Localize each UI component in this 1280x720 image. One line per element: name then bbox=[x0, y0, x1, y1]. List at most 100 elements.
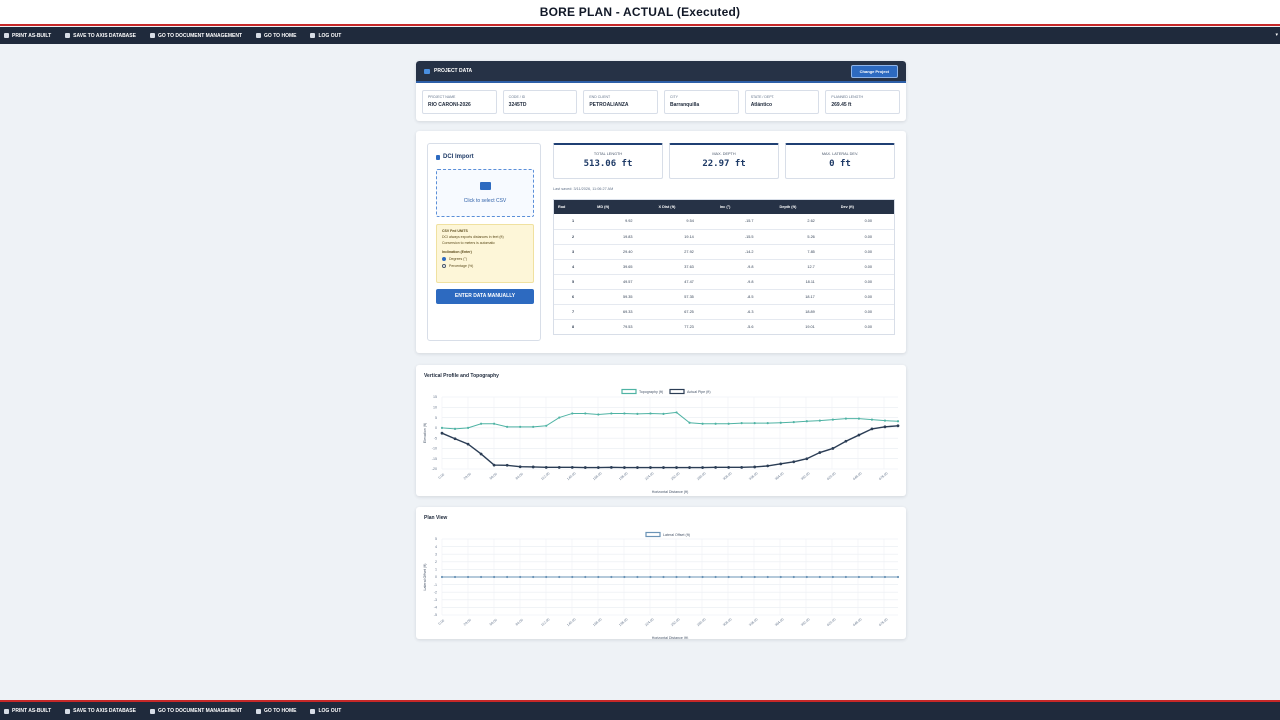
data-point bbox=[518, 465, 522, 469]
y-tick-label: -10 bbox=[432, 447, 437, 451]
print-as-built-button[interactable]: PRINT AS-BUILT bbox=[4, 708, 51, 714]
nav-caret-icon[interactable]: ▾ bbox=[1275, 32, 1278, 38]
x-tick-label: 0.00 bbox=[438, 473, 446, 480]
table-row[interactable]: 8 79.53 77.23 -5.6 19.01 0.00 bbox=[554, 319, 894, 334]
x-tick-label: 196.00 bbox=[618, 617, 629, 627]
go-home-button[interactable]: GO TO HOME bbox=[256, 708, 296, 714]
y-tick-label: 5 bbox=[435, 537, 437, 541]
document-management-button[interactable]: GO TO DOCUMENT MANAGEMENT bbox=[149, 708, 242, 714]
field-planned-length: PLANNED LENGTH 269.45 ft bbox=[825, 90, 901, 114]
column-header: Depth (ft) bbox=[779, 205, 797, 209]
x-tick-label: 336.00 bbox=[748, 471, 759, 481]
data-point bbox=[766, 575, 769, 579]
data-point bbox=[844, 417, 847, 420]
print-as-built-button[interactable]: PRINT AS-BUILT bbox=[4, 33, 51, 39]
save-to-database-button[interactable]: SAVE TO AXIS DATABASE bbox=[65, 33, 136, 39]
data-point bbox=[701, 466, 704, 469]
file-icon bbox=[436, 154, 440, 160]
y-tick-label: 1 bbox=[435, 568, 437, 572]
project-data-header: PROJECT DATA Change Project bbox=[416, 61, 906, 83]
radio-button-checked[interactable] bbox=[442, 257, 446, 261]
rod-data-table[interactable]: Rod MD (ft) X Dist (ft) Inc (°) Depth (f… bbox=[553, 199, 895, 335]
table-row[interactable]: 1 9.92 9.54 -15.7 2.62 0.00 bbox=[554, 214, 894, 230]
units-line-2: Conversion to meters is automatic bbox=[442, 241, 495, 245]
field-label: CODE / ID bbox=[508, 95, 526, 99]
y-tick-label: -4 bbox=[434, 606, 437, 610]
field-value: Atlántico bbox=[750, 102, 773, 108]
data-point bbox=[714, 465, 717, 469]
data-point bbox=[531, 465, 535, 469]
document-management-button[interactable]: GO TO DOCUMENT MANAGEMENT bbox=[149, 33, 242, 39]
x-tick-label: 420.00 bbox=[826, 471, 837, 481]
data-table: Rod MD (ft) X Dist (ft) Inc (°) Depth (f… bbox=[554, 200, 894, 334]
data-point bbox=[479, 422, 483, 425]
x-tick-label: 308.00 bbox=[722, 471, 733, 481]
data-point bbox=[831, 575, 834, 579]
x-tick-label: 140.00 bbox=[566, 617, 577, 627]
field-city: CITY Barranquilla bbox=[664, 90, 739, 114]
project-data-card: PROJECT DATA Change Project PROJECT NAME… bbox=[416, 61, 906, 121]
data-point bbox=[870, 418, 874, 421]
logout-icon bbox=[310, 33, 316, 38]
table-row[interactable]: 2 19.83 19.14 -15.5 5.26 0.00 bbox=[554, 229, 894, 245]
dropzone-label: Click to select CSV bbox=[463, 198, 507, 204]
data-point bbox=[532, 425, 535, 428]
table-row[interactable]: 5 49.57 47.47 -9.8 18.11 0.00 bbox=[554, 274, 894, 290]
data-point bbox=[805, 575, 808, 579]
data-point bbox=[753, 422, 756, 425]
data-point bbox=[805, 420, 808, 423]
table-cell: 29.40 bbox=[593, 244, 655, 260]
stat-label: TOTAL LENGTH bbox=[593, 152, 623, 156]
enter-data-manually-button[interactable]: ENTER DATA MANUALLY bbox=[436, 289, 534, 304]
save-to-database-button[interactable]: SAVE TO AXIS DATABASE bbox=[65, 708, 136, 714]
table-cell: 67.25 bbox=[654, 304, 716, 320]
data-point bbox=[570, 465, 574, 469]
title-bar: BORE PLAN - ACTUAL (Executed) bbox=[0, 0, 1280, 26]
radio-degrees[interactable]: Degrees (°) bbox=[442, 257, 528, 261]
change-project-button[interactable]: Change Project bbox=[850, 64, 898, 78]
data-point bbox=[753, 465, 757, 469]
y-tick-label: -3 bbox=[434, 598, 437, 602]
x-tick-label: 112.00 bbox=[540, 471, 550, 481]
radio-percentage[interactable]: Percentage (%) bbox=[442, 264, 528, 268]
x-tick-label: 112.00 bbox=[540, 617, 550, 627]
data-point bbox=[545, 575, 548, 579]
data-point bbox=[479, 452, 483, 456]
csv-dropzone[interactable]: Click to select CSV bbox=[436, 169, 534, 217]
table-cell: 12.7 bbox=[775, 259, 837, 275]
table-row[interactable]: 3 29.40 27.92 -14.2 7.85 0.00 bbox=[554, 244, 894, 260]
plan-view-card: Plan View 5 4 3 2 1 0 -1 -2 -3 -4 -5 0.00 28.00 56.00… bbox=[416, 507, 906, 639]
vertical-profile-card: Vertical Profile and Topography 15 10 5 0 -5… bbox=[416, 365, 906, 496]
table-cell: 8 bbox=[554, 319, 594, 334]
data-point bbox=[597, 575, 600, 579]
data-point bbox=[818, 575, 821, 579]
table-cell: 0.00 bbox=[836, 289, 894, 305]
table-cell: 0.00 bbox=[836, 229, 894, 245]
field-value: PETROALIANZA bbox=[589, 102, 629, 108]
units-notice: CSV Fed UNITS DCI always exports distanc… bbox=[436, 224, 534, 283]
table-row[interactable]: 7 69.33 67.25 -6.3 18.89 0.00 bbox=[554, 304, 894, 320]
data-point bbox=[701, 575, 704, 579]
table-cell: 69.33 bbox=[593, 304, 655, 320]
data-point bbox=[505, 463, 509, 467]
table-cell: -6.3 bbox=[715, 304, 776, 320]
radio-button[interactable] bbox=[442, 264, 446, 268]
table-cell: -15.7 bbox=[715, 214, 776, 230]
table-cell: 9.92 bbox=[593, 214, 655, 230]
data-point bbox=[701, 422, 704, 425]
table-cell: 39.65 bbox=[593, 259, 655, 275]
data-point bbox=[506, 425, 509, 428]
log-out-button[interactable]: LOG OUT bbox=[310, 33, 341, 39]
data-point bbox=[779, 462, 783, 466]
x-axis-title: Horizontal Distance (ft) bbox=[652, 490, 689, 494]
field-value: Barranquilla bbox=[670, 102, 700, 108]
go-home-button[interactable]: GO TO HOME bbox=[256, 33, 296, 39]
y-tick-label: 3 bbox=[435, 552, 437, 556]
table-row[interactable]: 6 59.35 57.35 -8.5 18.17 0.00 bbox=[554, 289, 894, 305]
data-point bbox=[662, 412, 665, 415]
table-row[interactable]: 4 39.65 37.63 -9.8 12.7 0.00 bbox=[554, 259, 894, 275]
stat-max-lateral-dev: MAX. LATERAL DEV. 0 ft bbox=[785, 143, 895, 179]
x-tick-label: 224.00 bbox=[644, 471, 655, 481]
profile-chart-title: Vertical Profile and Topography bbox=[424, 373, 499, 379]
log-out-button[interactable]: LOG OUT bbox=[310, 708, 341, 714]
